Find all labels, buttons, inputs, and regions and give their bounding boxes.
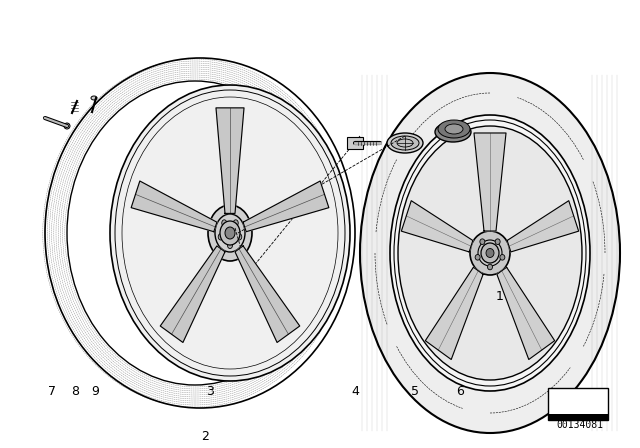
Ellipse shape — [488, 264, 493, 270]
Ellipse shape — [208, 205, 252, 261]
Ellipse shape — [390, 115, 590, 391]
Polygon shape — [216, 108, 244, 213]
Bar — [548, 414, 608, 420]
Ellipse shape — [218, 233, 223, 240]
Ellipse shape — [495, 239, 500, 245]
Polygon shape — [131, 181, 217, 232]
Ellipse shape — [435, 122, 471, 142]
Ellipse shape — [360, 73, 620, 433]
Text: 2: 2 — [201, 430, 209, 443]
Text: 8: 8 — [71, 385, 79, 398]
Polygon shape — [497, 267, 555, 359]
Ellipse shape — [387, 133, 423, 153]
Polygon shape — [401, 201, 473, 252]
Ellipse shape — [233, 220, 238, 226]
Polygon shape — [507, 201, 579, 252]
Ellipse shape — [398, 126, 582, 380]
Ellipse shape — [475, 254, 480, 260]
Polygon shape — [235, 246, 300, 342]
Text: 5: 5 — [411, 385, 419, 398]
Polygon shape — [160, 246, 225, 342]
Polygon shape — [243, 181, 329, 232]
Text: 6: 6 — [456, 385, 464, 398]
Text: 7: 7 — [48, 385, 56, 398]
Polygon shape — [426, 267, 483, 359]
Text: 00134081: 00134081 — [557, 420, 604, 430]
Ellipse shape — [227, 242, 232, 249]
Ellipse shape — [222, 220, 227, 226]
Text: 4: 4 — [351, 385, 359, 398]
Ellipse shape — [500, 254, 505, 260]
Polygon shape — [474, 133, 506, 231]
Ellipse shape — [391, 136, 419, 150]
Text: 1: 1 — [496, 290, 504, 303]
Ellipse shape — [64, 123, 70, 129]
Text: 9: 9 — [91, 385, 99, 398]
Ellipse shape — [91, 96, 97, 100]
Ellipse shape — [237, 233, 242, 240]
Ellipse shape — [481, 243, 499, 263]
Ellipse shape — [438, 120, 470, 138]
Bar — [347, 137, 363, 149]
Ellipse shape — [225, 227, 235, 239]
Text: 3: 3 — [206, 385, 214, 398]
Ellipse shape — [480, 239, 485, 245]
Ellipse shape — [443, 126, 463, 138]
Ellipse shape — [445, 124, 463, 134]
Ellipse shape — [485, 247, 495, 258]
Ellipse shape — [486, 249, 494, 258]
Ellipse shape — [110, 85, 350, 381]
Ellipse shape — [220, 221, 240, 245]
Ellipse shape — [470, 231, 510, 275]
Bar — [548, 388, 608, 420]
